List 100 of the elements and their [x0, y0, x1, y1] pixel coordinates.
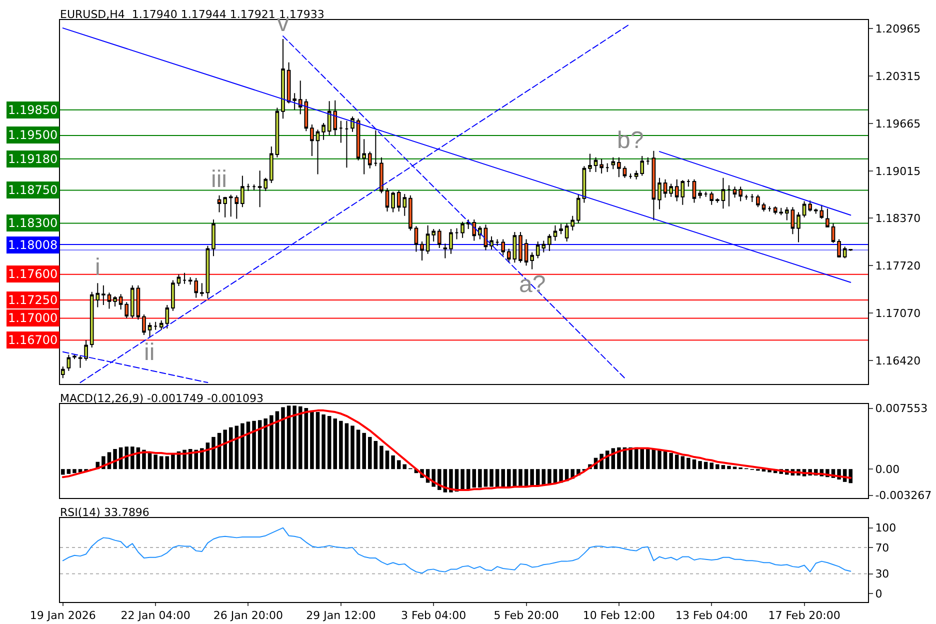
y-tick-label: 1.17070 — [875, 306, 921, 320]
candlestick — [443, 243, 448, 259]
candlestick — [710, 191, 714, 206]
bar — [270, 415, 274, 470]
bar — [362, 432, 366, 470]
candlestick — [275, 107, 280, 158]
candlestick — [344, 120, 349, 168]
bar — [716, 464, 720, 470]
x-tick-label: 26 Jan 20:00 — [213, 609, 284, 622]
y-tick-label: 1.18370 — [875, 212, 921, 225]
candlestick — [750, 193, 754, 202]
candlestick — [292, 92, 296, 110]
candlestick — [217, 194, 222, 213]
x-tick-label: 5 Feb 20:00 — [494, 609, 559, 622]
candlestick — [408, 194, 412, 232]
bar — [658, 450, 662, 470]
bar — [333, 418, 338, 470]
candlestick — [686, 178, 690, 188]
candlestick — [506, 248, 511, 264]
candlestick — [182, 272, 186, 284]
bar — [484, 469, 488, 487]
candlestick — [826, 208, 830, 228]
candlestick — [420, 240, 424, 261]
candlestick — [391, 191, 395, 213]
candlestick — [640, 155, 644, 176]
candlestick — [564, 222, 569, 242]
candlestick — [756, 194, 760, 208]
y-tick-label: 1.20315 — [875, 70, 921, 83]
bar — [339, 420, 343, 470]
candlestick — [449, 228, 453, 254]
candlestick — [380, 156, 384, 194]
bar — [304, 408, 308, 470]
line-series — [62, 409, 852, 491]
candlestick — [426, 224, 430, 254]
candlestick — [200, 282, 204, 297]
candlestick — [588, 153, 592, 173]
candlestick — [715, 198, 720, 204]
candlestick — [634, 170, 638, 180]
candlestick — [617, 156, 621, 178]
candlestick — [744, 194, 748, 200]
candlestick — [652, 150, 656, 221]
candlestick — [594, 156, 598, 173]
candlestick — [223, 196, 227, 218]
bar — [518, 469, 522, 486]
candlestick — [72, 354, 76, 360]
bar — [460, 469, 464, 490]
bar — [165, 456, 170, 470]
candlestick — [130, 284, 134, 319]
bar — [350, 426, 354, 470]
bar — [368, 436, 372, 470]
candlestick — [281, 38, 285, 120]
bar — [721, 465, 726, 470]
candlestick — [437, 228, 442, 249]
y-tick-label: 1.16420 — [875, 354, 921, 368]
candlestick — [148, 322, 152, 338]
bar — [490, 469, 494, 487]
bar — [507, 469, 511, 487]
text: ii — [144, 339, 155, 366]
bar — [72, 469, 76, 474]
candlestick — [154, 321, 158, 330]
text: iii — [211, 166, 227, 193]
candlestick — [646, 156, 650, 166]
bar — [686, 458, 690, 470]
candlestick — [368, 151, 372, 169]
bar — [663, 451, 668, 470]
candlestick — [518, 231, 522, 264]
bar — [228, 427, 233, 470]
bar — [374, 440, 378, 470]
x-tick-label: 29 Jan 12:00 — [306, 609, 376, 622]
candlestick — [622, 166, 627, 178]
bar — [438, 469, 442, 490]
bar — [281, 407, 285, 470]
bar — [66, 469, 71, 474]
bar — [478, 469, 482, 488]
bar — [322, 414, 326, 470]
bar — [640, 448, 644, 470]
candlestick — [738, 186, 742, 202]
bar — [548, 469, 552, 484]
bar — [356, 430, 360, 470]
candlestick — [732, 186, 737, 198]
ref-line-label: 1.19850 — [8, 103, 58, 117]
bar — [692, 459, 696, 470]
bar — [344, 423, 349, 470]
candlestick — [837, 238, 841, 258]
candlestick — [570, 215, 575, 232]
ref-line-label: 1.17000 — [8, 311, 58, 325]
y-tick-label: 1.17720 — [875, 259, 921, 272]
candlestick — [350, 116, 354, 132]
candlestick — [78, 354, 82, 368]
candlestick — [432, 228, 436, 242]
x-tick-label: 3 Feb 04:00 — [401, 609, 466, 622]
candlestick — [118, 294, 123, 310]
candlestick — [478, 226, 482, 240]
bar — [698, 461, 702, 470]
bar — [646, 448, 650, 470]
candlestick — [553, 224, 558, 242]
bar — [385, 450, 390, 470]
ref-line-label: 1.17600 — [8, 267, 58, 281]
candlestick — [310, 124, 314, 156]
candlestick — [298, 80, 302, 115]
